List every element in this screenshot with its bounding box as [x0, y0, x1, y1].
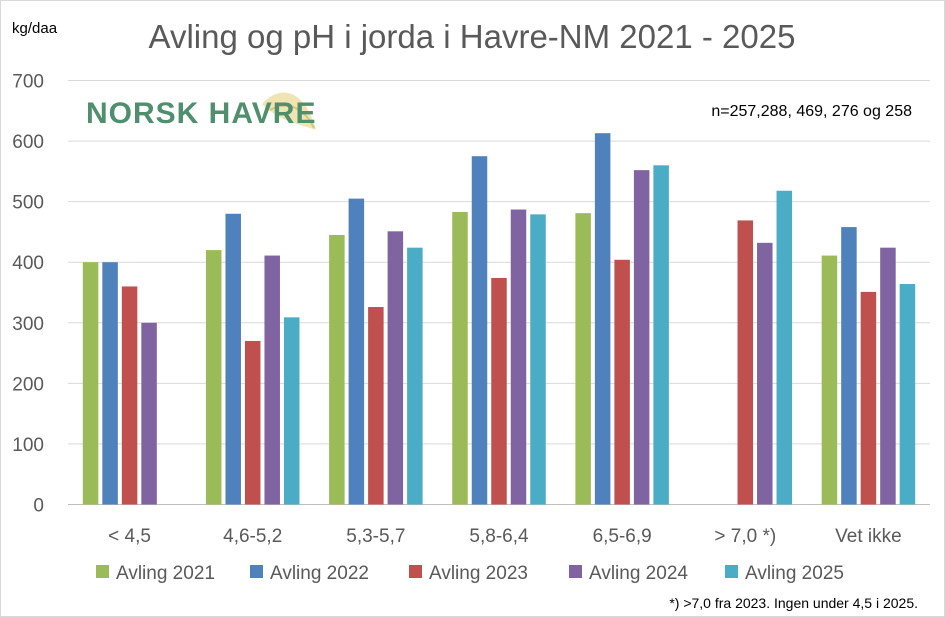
x-tick-label: < 4,5 — [108, 526, 151, 547]
bar — [368, 307, 384, 505]
bar — [225, 213, 241, 505]
bar — [329, 234, 345, 505]
bar — [860, 291, 877, 505]
bar — [244, 340, 261, 505]
x-tick-label: Vet ikke — [835, 526, 902, 547]
legend-swatch — [569, 565, 582, 578]
bar — [264, 255, 280, 505]
bar — [102, 262, 118, 505]
x-tick-label: > 7,0 *) — [714, 526, 776, 547]
y-tick-label: 600 — [12, 132, 44, 153]
x-axis-ticks: < 4,5 4,6-5,2 5,3-5,7 5,8-6,4 6,5-6,9 > 7,0 *… — [108, 526, 902, 547]
legend-swatch — [725, 565, 738, 578]
bar — [491, 277, 507, 505]
bar — [821, 255, 838, 505]
legend-label: Avling 2024 — [589, 563, 688, 584]
legend-item: Avling 2025 — [725, 563, 844, 584]
x-tick-label: 5,3-5,7 — [346, 526, 405, 547]
legend: Avling 2021 Avling 2022 Avling 2023 Avling … — [96, 563, 844, 584]
bar — [594, 133, 611, 505]
y-tick-label: 0 — [33, 496, 44, 517]
x-tick-label: 4,6-5,2 — [223, 526, 282, 547]
bars — [82, 133, 916, 505]
y-tick-label: 700 — [12, 72, 44, 93]
bar — [510, 209, 527, 505]
bar — [471, 156, 488, 505]
bar — [530, 214, 546, 505]
legend-item: Avling 2021 — [96, 563, 215, 584]
bar — [407, 247, 423, 505]
bar — [757, 242, 773, 505]
bar — [880, 247, 896, 505]
bar — [899, 284, 916, 505]
bar — [737, 220, 754, 505]
sample-size-annotation: n=257,288, 469, 276 og 258 — [711, 103, 912, 120]
oat-grain-icon — [262, 92, 316, 130]
x-tick-label: 5,8-6,4 — [469, 526, 529, 547]
bar — [841, 227, 857, 505]
legend-swatch — [96, 565, 109, 578]
bar — [614, 259, 630, 505]
footnote: *) >7,0 fra 2023. Ingen under 4,5 i 2025… — [669, 595, 918, 611]
bar — [387, 231, 404, 505]
legend-label: Avling 2022 — [270, 563, 369, 584]
legend-swatch — [409, 565, 422, 578]
bar — [653, 165, 669, 505]
bar — [205, 250, 222, 505]
legend-item: Avling 2023 — [409, 563, 528, 584]
legend-label: Avling 2025 — [745, 563, 844, 584]
bar — [283, 317, 300, 505]
chart-title: Avling og pH i jorda i Havre-NM 2021 - 2… — [149, 18, 796, 55]
logo-text: NORSK HAVRE — [86, 97, 316, 130]
legend-label: Avling 2021 — [116, 563, 215, 584]
y-tick-label: 300 — [12, 314, 44, 335]
legend-swatch — [250, 565, 263, 578]
legend-label: Avling 2023 — [429, 563, 528, 584]
bar — [121, 286, 138, 505]
bar — [776, 190, 793, 505]
bar — [348, 198, 365, 505]
legend-item: Avling 2024 — [569, 563, 688, 584]
y-tick-label: 100 — [12, 435, 44, 456]
y-tick-label: 400 — [12, 253, 44, 274]
y-axis-label: kg/daa — [12, 20, 58, 37]
y-tick-label: 500 — [12, 193, 44, 214]
bar — [82, 262, 99, 505]
y-axis-ticks: 0 100 200 300 400 500 600 700 — [12, 72, 44, 517]
legend-item: Avling 2022 — [250, 563, 369, 584]
y-tick-label: 200 — [12, 374, 44, 395]
x-tick-label: 6,5-6,9 — [593, 526, 652, 547]
bar — [633, 170, 650, 505]
bar — [452, 211, 468, 505]
bar — [575, 213, 591, 505]
logo: NORSK HAVRE — [86, 92, 316, 130]
bar — [141, 322, 157, 505]
